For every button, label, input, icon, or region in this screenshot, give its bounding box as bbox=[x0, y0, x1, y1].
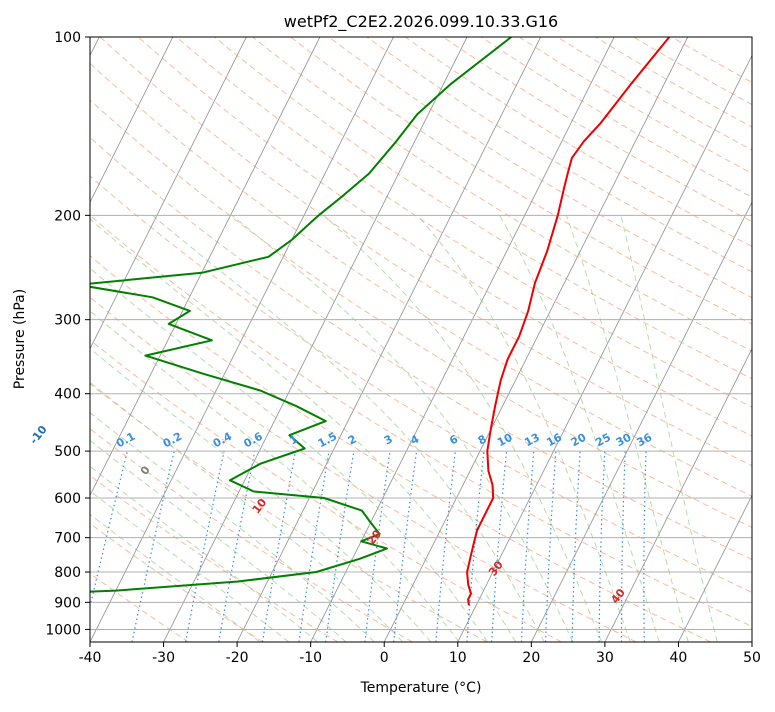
y-tick-label: 1000 bbox=[45, 622, 81, 638]
x-tick-label: -30 bbox=[152, 650, 175, 666]
x-tick-label: 20 bbox=[522, 650, 540, 666]
y-tick-label: 900 bbox=[54, 595, 81, 611]
x-axis-label: Temperature (°C) bbox=[360, 680, 482, 696]
x-tick-label: 50 bbox=[743, 650, 761, 666]
x-tick-label: -40 bbox=[79, 650, 102, 666]
x-tick-label: -10 bbox=[299, 650, 322, 666]
y-tick-label: 300 bbox=[54, 313, 81, 329]
y-tick-label: 400 bbox=[54, 387, 81, 403]
y-tick-label: 100 bbox=[54, 30, 81, 46]
y-tick-label: 800 bbox=[54, 565, 81, 581]
x-tick-label: -20 bbox=[226, 650, 249, 666]
x-tick-label: 0 bbox=[380, 650, 389, 666]
y-axis-label: Pressure (hPa) bbox=[12, 289, 28, 389]
y-tick-label: 600 bbox=[54, 491, 81, 507]
y-tick-label: 200 bbox=[54, 208, 81, 224]
x-tick-label: 40 bbox=[670, 650, 688, 666]
y-tick-label: 500 bbox=[54, 444, 81, 460]
x-tick-label: 30 bbox=[596, 650, 614, 666]
x-tick-label: 10 bbox=[449, 650, 467, 666]
chart-title: wetPf2_C2E2.2026.099.10.33.G16 bbox=[284, 12, 558, 32]
y-tick-label: 700 bbox=[54, 531, 81, 547]
